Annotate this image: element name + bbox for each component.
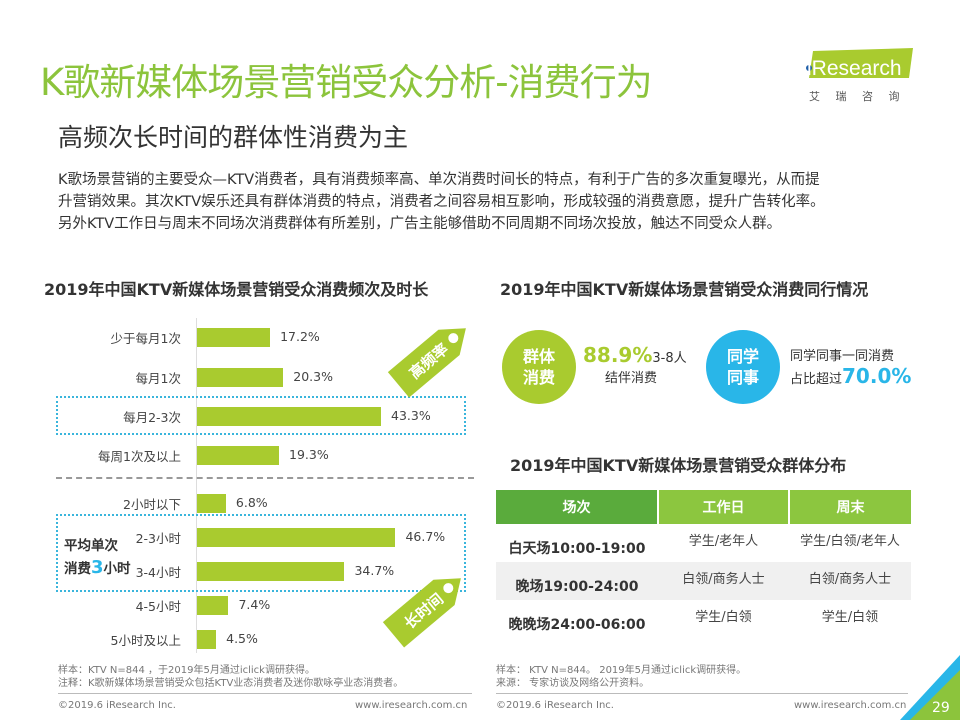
bar-value-label: 34.7% (354, 563, 395, 578)
annotation-line1: 平均单次 (64, 538, 118, 554)
website-link[interactable]: www.iresearch.com.cn (794, 700, 907, 711)
table-row: 白天场10:00-19:00 学生/老年人 学生/白领/老年人 (508, 534, 900, 557)
website-link[interactable]: www.iresearch.com.cn (355, 700, 468, 711)
tag-high-frequency: 高频率 (387, 328, 466, 398)
bar-value-label: 6.8% (235, 495, 268, 510)
colleague-stat: 同学同事一同消费 占比超过70.0% (790, 349, 912, 388)
note-sample: 样本： KTV N=844。 2019年5月通过iclick调研获得。 (496, 665, 747, 676)
bar-value-label: 46.7% (405, 529, 446, 544)
bar (197, 446, 280, 465)
bar-category-label: 每月1次 (135, 371, 181, 386)
colleague-value: 70.0% (842, 364, 912, 388)
intro-line: 升营销效果。其次KTV娱乐还具有群体消费的特点，消费者之间容易相互影响，形成较强… (58, 194, 825, 210)
bar (197, 528, 396, 547)
header-session: 场次 (496, 490, 658, 524)
page-corner-decoration: 29 (900, 655, 960, 720)
bar-category-label: 2-3小时 (135, 531, 181, 546)
page-title: K歌新媒体场景营销受众分析-消费行为 (40, 61, 653, 104)
notes-right: 样本： KTV N=844。 2019年5月通过iclick调研获得。 来源： … (496, 664, 746, 690)
bar (197, 596, 229, 615)
group-value: 88.9% (583, 343, 653, 367)
bar (197, 368, 284, 387)
annotation-number: 3 (91, 557, 104, 578)
note-source: 来源： 专家访谈及网络公开资料。 (496, 678, 650, 689)
bar (197, 328, 271, 347)
note-remark: 注释：K歌新媒体场景营销受众包括KTV业态消费者及迷你歌咏亭业态消费者。 (58, 678, 404, 689)
bar (197, 562, 345, 581)
bar (197, 494, 226, 513)
tag-long-duration: 长时间 (382, 578, 461, 648)
copyright: ©2019.6 iResearch Inc. (496, 700, 614, 711)
group-stat: 88.9%3-8人 结伴消费 (583, 343, 687, 386)
axis-line (196, 318, 197, 653)
intro-paragraph: K歌场景营销的主要受众—KTV消费者，具有消费频率高、单次消费时间长的特点，有利… (58, 169, 918, 235)
note-sample: 样本：KTV N=844 ，于2019年5月通过iclick调研获得。 (58, 665, 315, 676)
duration-annotation: 平均单次 消费3小时 (64, 535, 131, 580)
companion-title: 2019年中国KTV新媒体场景营销受众消费同行情况 (500, 280, 869, 299)
table-title: 2019年中国KTV新媒体场景营销受众群体分布 (510, 456, 847, 475)
page-number: 29 (932, 700, 950, 716)
bar-category-label: 少于每月1次 (110, 331, 181, 346)
intro-line: 另外KTV工作日与周末不同场次消费群体有所差别，广告主能够借助不同周期不同场次投… (58, 216, 782, 232)
colleague-circle: 同学 同事 (706, 330, 780, 404)
bar-value-label: 7.4% (238, 597, 271, 612)
page-subtitle: 高频次长时间的群体性消费为主 (58, 123, 409, 152)
highlight-box-frequency (56, 396, 466, 435)
header-weekday: 工作日 (657, 490, 789, 524)
bar-category-label: 每周1次及以上 (98, 449, 181, 464)
bar (197, 407, 382, 426)
bar-value-label: 4.5% (226, 631, 258, 646)
table-row: 晚场19:00-24:00 白领/商务人士 白领/商务人士 (496, 562, 911, 600)
group-consumption-circle: 群体 消费 (502, 330, 576, 404)
intro-line: K歌场景营销的主要受众—KTV消费者，具有消费频率高、单次消费时间长的特点，有利… (58, 172, 820, 188)
distribution-table: 场次 工作日 周末 白天场10:00-19:00 学生/老年人 学生/白领/老年人 … (496, 490, 911, 638)
header-weekend: 周末 (788, 490, 911, 524)
footer-divider (496, 693, 908, 694)
bar (197, 630, 217, 649)
iresearch-logo: iResearch 艾 瑞 咨 询 (795, 48, 915, 108)
group-divider (56, 477, 474, 479)
bar-category-label: 3-4小时 (135, 565, 181, 580)
logo-text: iResearch (807, 57, 902, 80)
footer-divider (58, 693, 472, 694)
bar-category-label: 每月2-3次 (123, 410, 181, 425)
logo-cn: 艾 瑞 咨 询 (809, 89, 906, 103)
bar-value-label: 43.3% (391, 408, 431, 423)
bar-category-label: 2小时以下 (123, 497, 181, 512)
bar-value-label: 20.3% (293, 369, 333, 384)
highlight-box-duration (56, 514, 466, 592)
chart-title: 2019年中国KTV新媒体场景营销受众消费频次及时长 (44, 280, 429, 299)
bar-value-label: 17.2% (280, 329, 320, 344)
copyright: ©2019.6 iResearch Inc. (58, 700, 176, 711)
table-row: 晚晚场24:00-06:00 学生/白领 学生/白领 (508, 610, 879, 633)
bar-value-label: 19.3% (289, 447, 329, 462)
bar-category-label: 5小时及以上 (110, 633, 181, 648)
bar-category-label: 4-5小时 (135, 599, 181, 614)
annotation-line2: 消费3小时 (64, 557, 131, 578)
logo-graphic: iResearch 艾 瑞 咨 询 (806, 48, 913, 103)
notes-left: 样本：KTV N=844 ，于2019年5月通过iclick调研获得。 注释：K… (58, 664, 403, 690)
